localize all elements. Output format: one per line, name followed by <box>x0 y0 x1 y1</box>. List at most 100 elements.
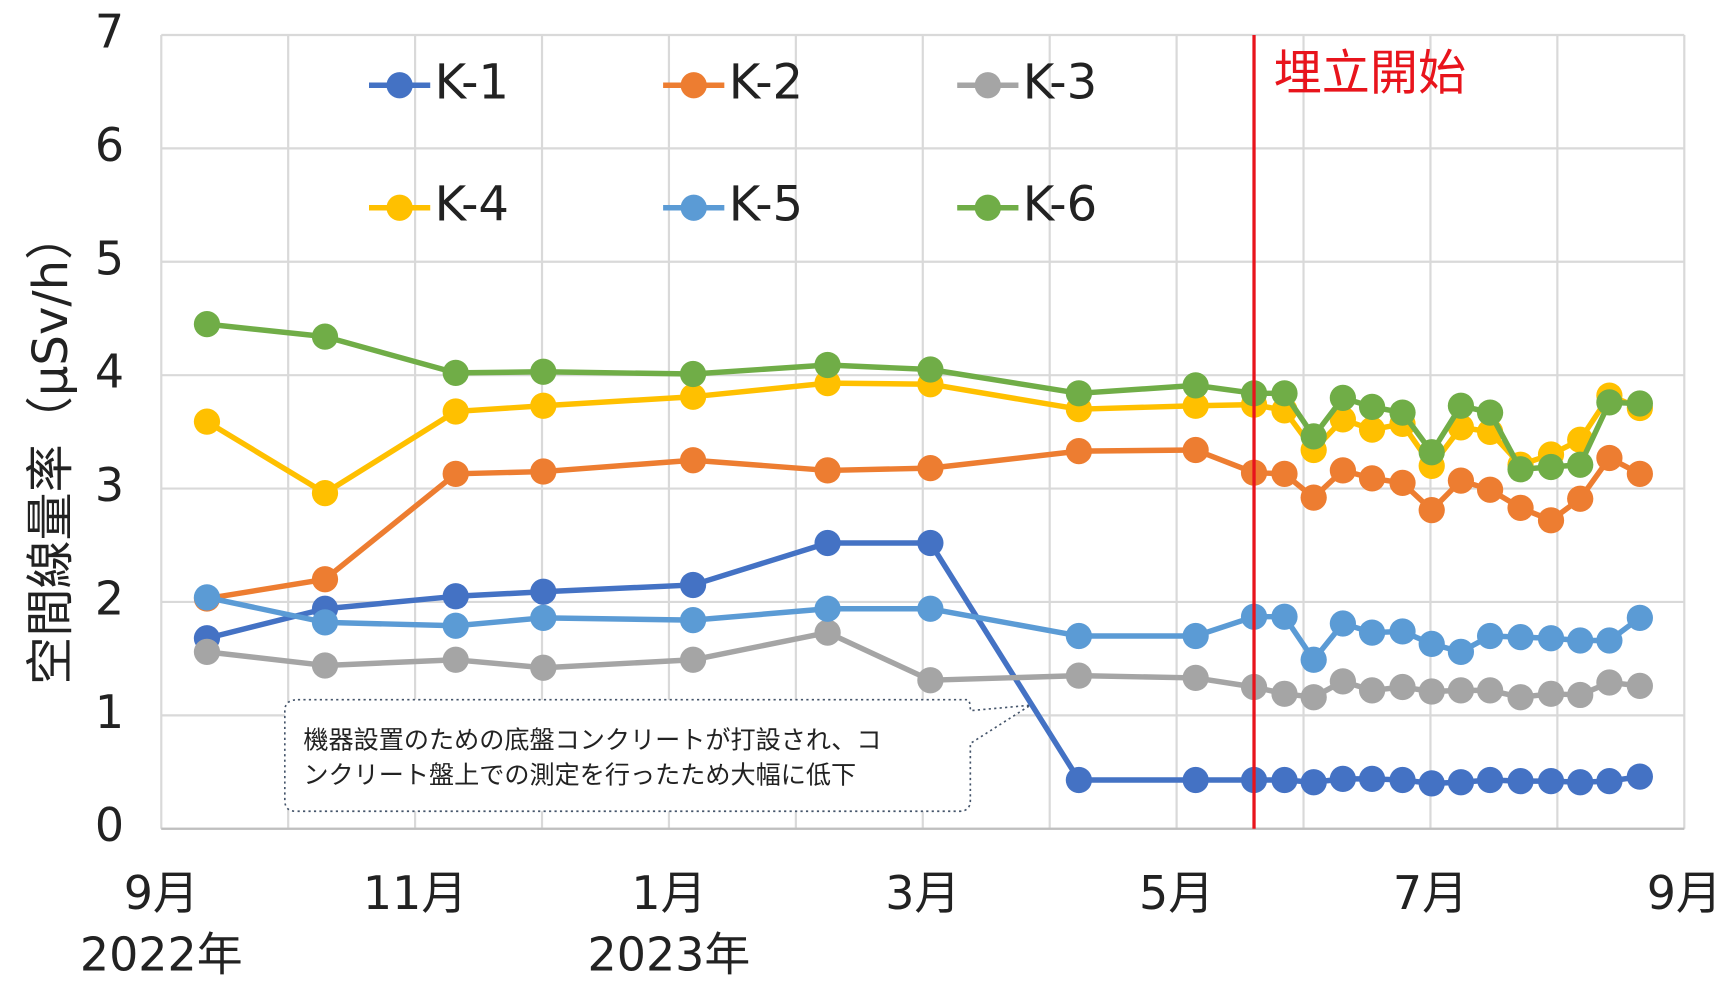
data-point <box>1507 456 1534 483</box>
data-point <box>1182 436 1209 464</box>
data-point <box>1537 507 1565 534</box>
data-point <box>530 578 557 605</box>
data-point <box>1389 469 1416 497</box>
data-point <box>1271 460 1298 487</box>
data-point <box>1626 672 1653 699</box>
data-point <box>1447 638 1475 665</box>
callout-box <box>283 698 1031 813</box>
data-point <box>311 609 339 636</box>
data-point <box>1358 677 1386 704</box>
data-point <box>814 529 841 557</box>
event-label: 埋立開始 <box>1274 46 1466 102</box>
data-point <box>1567 451 1594 478</box>
legend-marker <box>974 194 1001 221</box>
data-point <box>1507 494 1534 521</box>
data-point <box>814 457 841 484</box>
data-point <box>530 458 557 485</box>
data-point <box>1447 677 1475 704</box>
data-point <box>1476 622 1504 650</box>
data-point <box>814 369 841 397</box>
data-point <box>1476 766 1504 794</box>
data-point <box>442 398 469 425</box>
data-point <box>530 654 557 681</box>
data-point <box>1507 623 1534 651</box>
data-point <box>1358 416 1386 443</box>
data-point <box>530 358 557 385</box>
data-point <box>1329 457 1356 484</box>
data-point <box>1389 673 1416 701</box>
data-point <box>1447 467 1475 494</box>
data-point <box>1537 680 1565 707</box>
data-point <box>1626 390 1653 417</box>
legend-marker <box>386 194 413 221</box>
data-point <box>917 529 944 557</box>
data-point <box>311 323 339 350</box>
x-tick-label: 3月 <box>885 866 960 920</box>
data-point <box>1300 423 1327 450</box>
data-point <box>1329 610 1356 637</box>
data-point <box>1537 625 1565 652</box>
data-point <box>1596 768 1623 795</box>
data-point <box>1300 646 1327 673</box>
data-point <box>917 595 944 622</box>
legend-label: K-4 <box>435 177 509 233</box>
data-point <box>1476 476 1504 503</box>
data-point <box>1300 684 1327 711</box>
data-point <box>917 356 944 383</box>
data-point <box>1182 622 1209 650</box>
data-point <box>193 638 221 665</box>
data-point <box>1389 766 1416 794</box>
annotation-text: 機器設置のための底盤コンクリートが打設され、コ <box>303 725 881 754</box>
data-point <box>442 359 469 387</box>
legend-label: K-6 <box>1023 177 1097 233</box>
data-point <box>1537 453 1565 481</box>
data-point <box>1271 680 1298 707</box>
data-point <box>1418 678 1445 705</box>
data-point <box>193 408 221 435</box>
data-point <box>1300 484 1327 511</box>
data-point <box>1596 444 1623 472</box>
data-point <box>442 612 469 639</box>
data-point <box>1447 769 1475 796</box>
data-point <box>1418 496 1445 524</box>
data-point <box>1626 763 1653 790</box>
data-point <box>1065 662 1093 689</box>
x-tick-label: 9月 <box>124 866 199 920</box>
data-point <box>1182 664 1209 692</box>
data-point <box>442 646 469 673</box>
data-point <box>1182 392 1209 419</box>
data-point <box>1418 770 1445 797</box>
data-point <box>1476 677 1504 704</box>
y-tick-label: 3 <box>95 458 124 512</box>
data-point <box>1358 765 1386 792</box>
data-point <box>1476 399 1504 426</box>
data-point <box>917 667 944 694</box>
data-point <box>1567 769 1594 796</box>
data-point <box>679 383 707 410</box>
legend-label: K-3 <box>1023 54 1097 110</box>
x-tick-label: 7月 <box>1393 866 1468 920</box>
data-point <box>679 360 707 388</box>
legend-marker <box>680 72 707 99</box>
x-tick-label: 5月 <box>1139 866 1214 920</box>
legend-marker <box>386 72 413 99</box>
legend-label: K-2 <box>729 54 803 110</box>
data-point <box>1271 766 1298 794</box>
annotation-text: ンクリート盤上での測定を行ったため大幅に低下 <box>303 760 856 789</box>
data-point <box>1537 768 1565 795</box>
data-point <box>1329 384 1356 411</box>
data-point <box>1271 603 1298 630</box>
data-point <box>1065 438 1093 465</box>
data-point <box>1418 630 1445 658</box>
data-point <box>311 652 339 679</box>
data-point <box>1447 392 1475 419</box>
legend-label: K-5 <box>729 177 803 233</box>
data-point <box>1567 485 1594 512</box>
data-point <box>1596 389 1623 416</box>
data-point <box>1065 766 1093 794</box>
data-point <box>1065 622 1093 650</box>
data-point <box>1182 766 1209 794</box>
y-tick-label: 5 <box>95 231 124 285</box>
y-tick-label: 4 <box>95 345 124 399</box>
data-point <box>679 447 707 474</box>
